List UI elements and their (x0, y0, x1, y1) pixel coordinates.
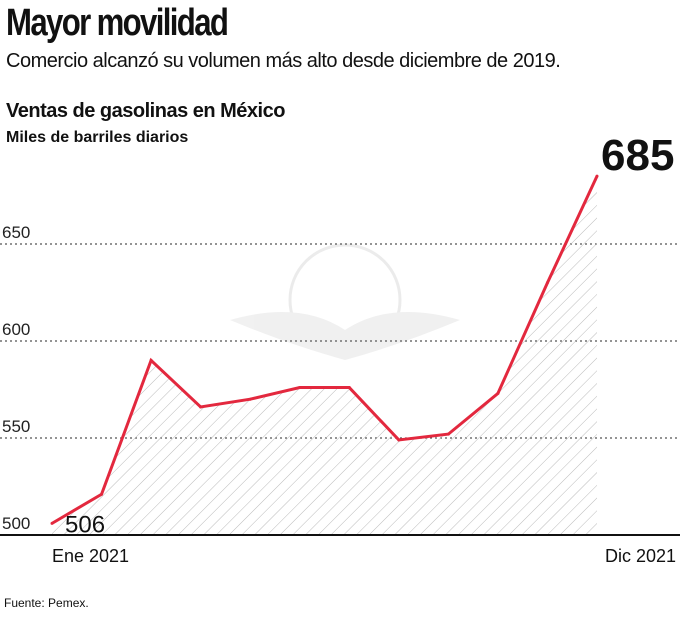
data-point-sep-2021 (446, 432, 450, 436)
chart-title: Ventas de gasolinas en México (6, 100, 285, 122)
source-note: Fuente: Pemex. (4, 596, 89, 610)
data-point-jun-2021 (298, 386, 302, 390)
data-point-ene-2021 (50, 521, 54, 525)
watermark-logo (230, 243, 460, 360)
data-point-dic-2021 (595, 174, 599, 178)
data-label-last: 685 (601, 131, 674, 180)
data-line (51, 175, 599, 525)
page-subtitle: Comercio alcanzó su volumen más alto des… (6, 50, 561, 72)
y-tick-label: 500 (2, 514, 30, 533)
data-point-abr-2021 (199, 405, 203, 409)
data-point-may-2021 (248, 397, 252, 401)
y-tick-label: 650 (2, 223, 30, 242)
data-label-first: 506 (65, 511, 105, 538)
x-tick-label-end: Dic 2021 (605, 546, 676, 566)
data-point-ago-2021 (397, 438, 401, 442)
data-point-feb-2021 (100, 492, 104, 496)
area-fill (52, 176, 597, 535)
data-point-nov-2021 (545, 281, 549, 285)
y-tick-label: 550 (2, 417, 30, 436)
data-point-mar-2021 (149, 358, 153, 362)
y-axis-label: Miles de barriles diarios (6, 129, 189, 146)
data-point-oct-2021 (496, 391, 500, 395)
x-tick-label-start: Ene 2021 (52, 546, 129, 566)
page-title: Mayor movilidad (6, 2, 229, 44)
y-tick-label: 600 (2, 320, 30, 339)
data-point-jul-2021 (347, 386, 351, 390)
